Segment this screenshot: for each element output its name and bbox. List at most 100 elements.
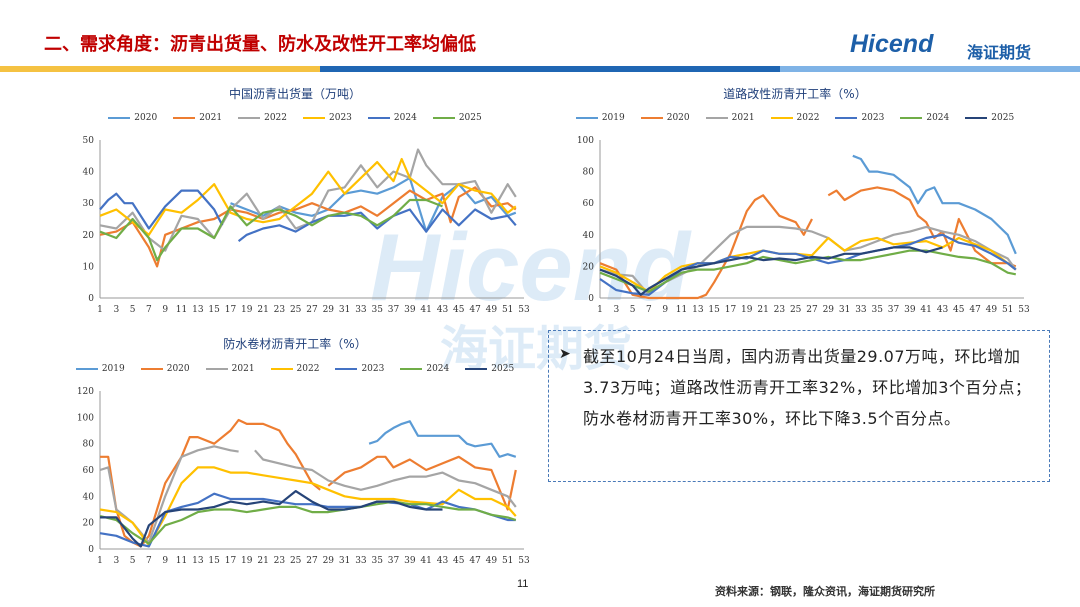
x-tick-label: 7 — [146, 556, 152, 566]
legend-label: 2022 — [296, 364, 320, 374]
legend-label: 2021 — [199, 113, 223, 123]
x-tick-label: 23 — [274, 305, 286, 315]
x-tick-label: 23 — [274, 556, 286, 566]
page-number: 11 — [517, 578, 529, 590]
series-line — [99, 186, 517, 268]
x-tick-label: 15 — [208, 556, 220, 566]
x-tick-label: 43 — [437, 556, 449, 566]
legend-label: 2021 — [231, 364, 255, 374]
x-tick-label: 45 — [953, 305, 965, 315]
x-tick-label: 47 — [469, 556, 481, 566]
chart-legend: 2019 2020 2021 2022 2023 2024 2025 — [560, 113, 1030, 123]
chart-title: 道路改性沥青开工率（%） — [723, 87, 867, 101]
x-tick-label: 33 — [855, 305, 867, 315]
legend-swatch — [900, 116, 923, 120]
x-tick-label: 39 — [904, 305, 916, 315]
series-line — [827, 186, 1017, 268]
chart-title: 防水卷材沥青开工率（%） — [223, 337, 367, 351]
x-tick-label: 27 — [306, 305, 318, 315]
x-tick-label: 21 — [257, 556, 268, 566]
x-tick-label: 37 — [888, 305, 900, 315]
x-tick-label: 49 — [486, 305, 498, 315]
x-tick-label: 5 — [130, 305, 136, 315]
chart-legend: 2019 2020 2021 2022 2023 2024 2025 — [60, 364, 530, 374]
y-tick-label: 0 — [588, 294, 594, 304]
legend-swatch — [303, 116, 325, 120]
data-source: 资料来源：钢联，隆众资讯，海证期货研究所 — [715, 585, 935, 598]
y-tick-label: 60 — [83, 466, 95, 476]
legend-item: 2024 — [900, 113, 949, 123]
legend-swatch — [335, 367, 358, 371]
page-title: 二、需求角度：沥青出货量、防水及改性开工率均偏低 — [44, 34, 476, 55]
series-line — [99, 148, 517, 252]
series-line — [254, 449, 517, 508]
legend-swatch — [75, 367, 98, 371]
x-tick-label: 37 — [388, 305, 400, 315]
legend-item: 2021 — [173, 113, 222, 123]
legend-swatch — [205, 367, 228, 371]
x-tick-label: 49 — [986, 305, 998, 315]
x-tick-label: 1 — [97, 305, 103, 315]
x-tick-label: 39 — [404, 556, 416, 566]
x-tick-label: 1 — [97, 556, 103, 566]
legend-swatch — [770, 116, 793, 120]
legend-label: 2024 — [926, 113, 950, 123]
x-tick-label: 7 — [146, 305, 152, 315]
legend-item: 2023 — [335, 364, 384, 374]
series-line — [237, 208, 517, 242]
x-tick-label: 41 — [920, 305, 931, 315]
y-tick-label: 40 — [83, 168, 95, 178]
y-tick-label: 80 — [83, 440, 95, 450]
x-tick-label: 31 — [839, 305, 850, 315]
legend-label: 2024 — [426, 364, 450, 374]
x-tick-label: 19 — [241, 556, 253, 566]
chart-asphalt-shipments: 中国沥青出货量（万吨） 2020 2021 2022 2023 2024 2025 0 10… — [60, 82, 530, 322]
legend-item: 2025 — [965, 113, 1014, 123]
legend-label: 2020 — [166, 364, 190, 374]
x-tick-label: 45 — [453, 556, 465, 566]
series-line — [99, 198, 443, 262]
legend-swatch — [140, 367, 163, 371]
legend-swatch — [640, 116, 663, 120]
legend-item: 2019 — [575, 113, 625, 123]
legend-item: 2021 — [705, 113, 755, 123]
chart-waterproof-asphalt-rate: 防水卷材沥青开工率（%） 2019 2020 2021 2022 2023 2024 202… — [60, 333, 530, 573]
x-tick-label: 29 — [323, 305, 335, 315]
legend-item: 2020 — [640, 113, 690, 123]
x-tick-label: 29 — [823, 305, 835, 315]
legend-swatch — [270, 367, 293, 371]
legend-item: 2020 — [108, 113, 157, 123]
legend-swatch — [705, 116, 728, 120]
x-tick-label: 3 — [113, 556, 119, 566]
series-line — [99, 466, 517, 547]
legend-item: 2022 — [238, 113, 287, 123]
x-tick-label: 21 — [757, 305, 768, 315]
legend-label: 2025 — [458, 113, 482, 123]
legend-label: 2019 — [101, 364, 125, 374]
x-tick-label: 13 — [192, 305, 204, 315]
x-tick-label: 3 — [113, 305, 119, 315]
y-tick-label: 100 — [577, 136, 594, 146]
y-tick-label: 20 — [83, 231, 95, 241]
series-line — [100, 418, 321, 548]
header-bar-blue — [320, 66, 780, 72]
x-tick-label: 3 — [613, 305, 619, 315]
series-line — [99, 157, 517, 236]
chart-road-modified-asphalt-rate: 道路改性沥青开工率（%） 2019 2020 2021 2022 2023 2024 202… — [560, 82, 1030, 322]
legend-label: 2022 — [264, 113, 287, 123]
header-bar-yellow — [0, 66, 320, 72]
legend-label: 2021 — [731, 113, 755, 123]
x-tick-label: 9 — [162, 305, 168, 315]
x-tick-label: 15 — [208, 305, 220, 315]
x-tick-label: 33 — [355, 556, 367, 566]
legend-swatch — [965, 116, 988, 120]
x-tick-label: 13 — [192, 556, 204, 566]
x-tick-label: 53 — [1018, 305, 1030, 315]
x-tick-label: 11 — [676, 305, 687, 315]
y-tick-label: 100 — [77, 413, 94, 423]
y-tick-label: 0 — [88, 294, 94, 304]
legend-item: 2025 — [465, 364, 514, 374]
